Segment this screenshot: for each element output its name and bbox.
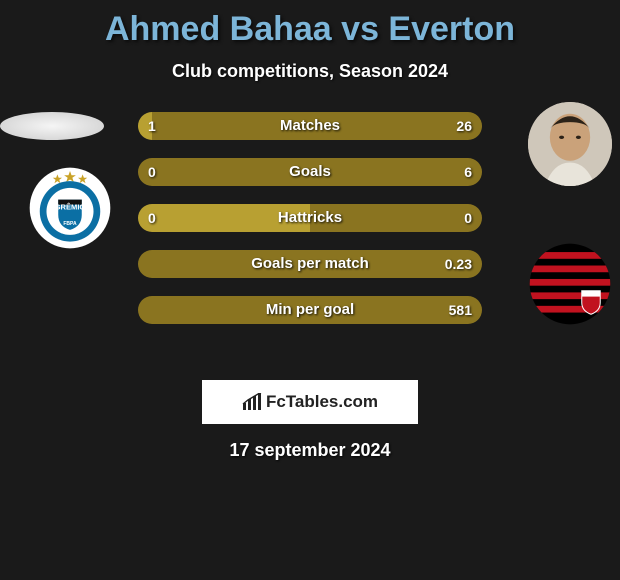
stat-row-matches: 1 Matches 26	[138, 112, 482, 140]
barchart-icon	[242, 393, 262, 411]
stat-row-hattricks: 0 Hattricks 0	[138, 204, 482, 232]
subtitle: Club competitions, Season 2024	[0, 61, 620, 82]
stat-label: Matches	[138, 112, 482, 140]
watermark[interactable]: FcTables.com	[202, 380, 418, 424]
flamengo-crest-icon	[528, 242, 612, 326]
stat-value-right: 6	[464, 158, 472, 186]
club-left-badge: GRÊMIO FBPA	[28, 166, 112, 250]
stat-label: Min per goal	[138, 296, 482, 324]
svg-text:FBPA: FBPA	[63, 221, 77, 227]
stat-label: Hattricks	[138, 204, 482, 232]
club-right-badge	[528, 242, 612, 326]
stat-label: Goals	[138, 158, 482, 186]
svg-text:GRÊMIO: GRÊMIO	[55, 203, 86, 212]
watermark-text: FcTables.com	[266, 392, 378, 412]
stat-row-mpg: Min per goal 581	[138, 296, 482, 324]
player-photo-icon	[528, 102, 612, 186]
stat-value-right: 0	[464, 204, 472, 232]
stat-value-right: 0.23	[445, 250, 472, 278]
stat-label: Goals per match	[138, 250, 482, 278]
page-title: Ahmed Bahaa vs Everton	[0, 0, 620, 49]
stats-bars: 1 Matches 26 0 Goals 6 0 Hattricks 0 Goa…	[138, 112, 482, 342]
gremio-crest-icon: GRÊMIO FBPA	[28, 166, 112, 250]
date-text: 17 september 2024	[0, 440, 620, 461]
player-right-avatar	[528, 102, 612, 186]
stat-row-gpm: Goals per match 0.23	[138, 250, 482, 278]
stat-value-right: 26	[456, 112, 472, 140]
stat-value-right: 581	[449, 296, 472, 324]
player-left-avatar	[0, 112, 104, 140]
comparison-content: GRÊMIO FBPA	[0, 112, 620, 362]
stat-row-goals: 0 Goals 6	[138, 158, 482, 186]
